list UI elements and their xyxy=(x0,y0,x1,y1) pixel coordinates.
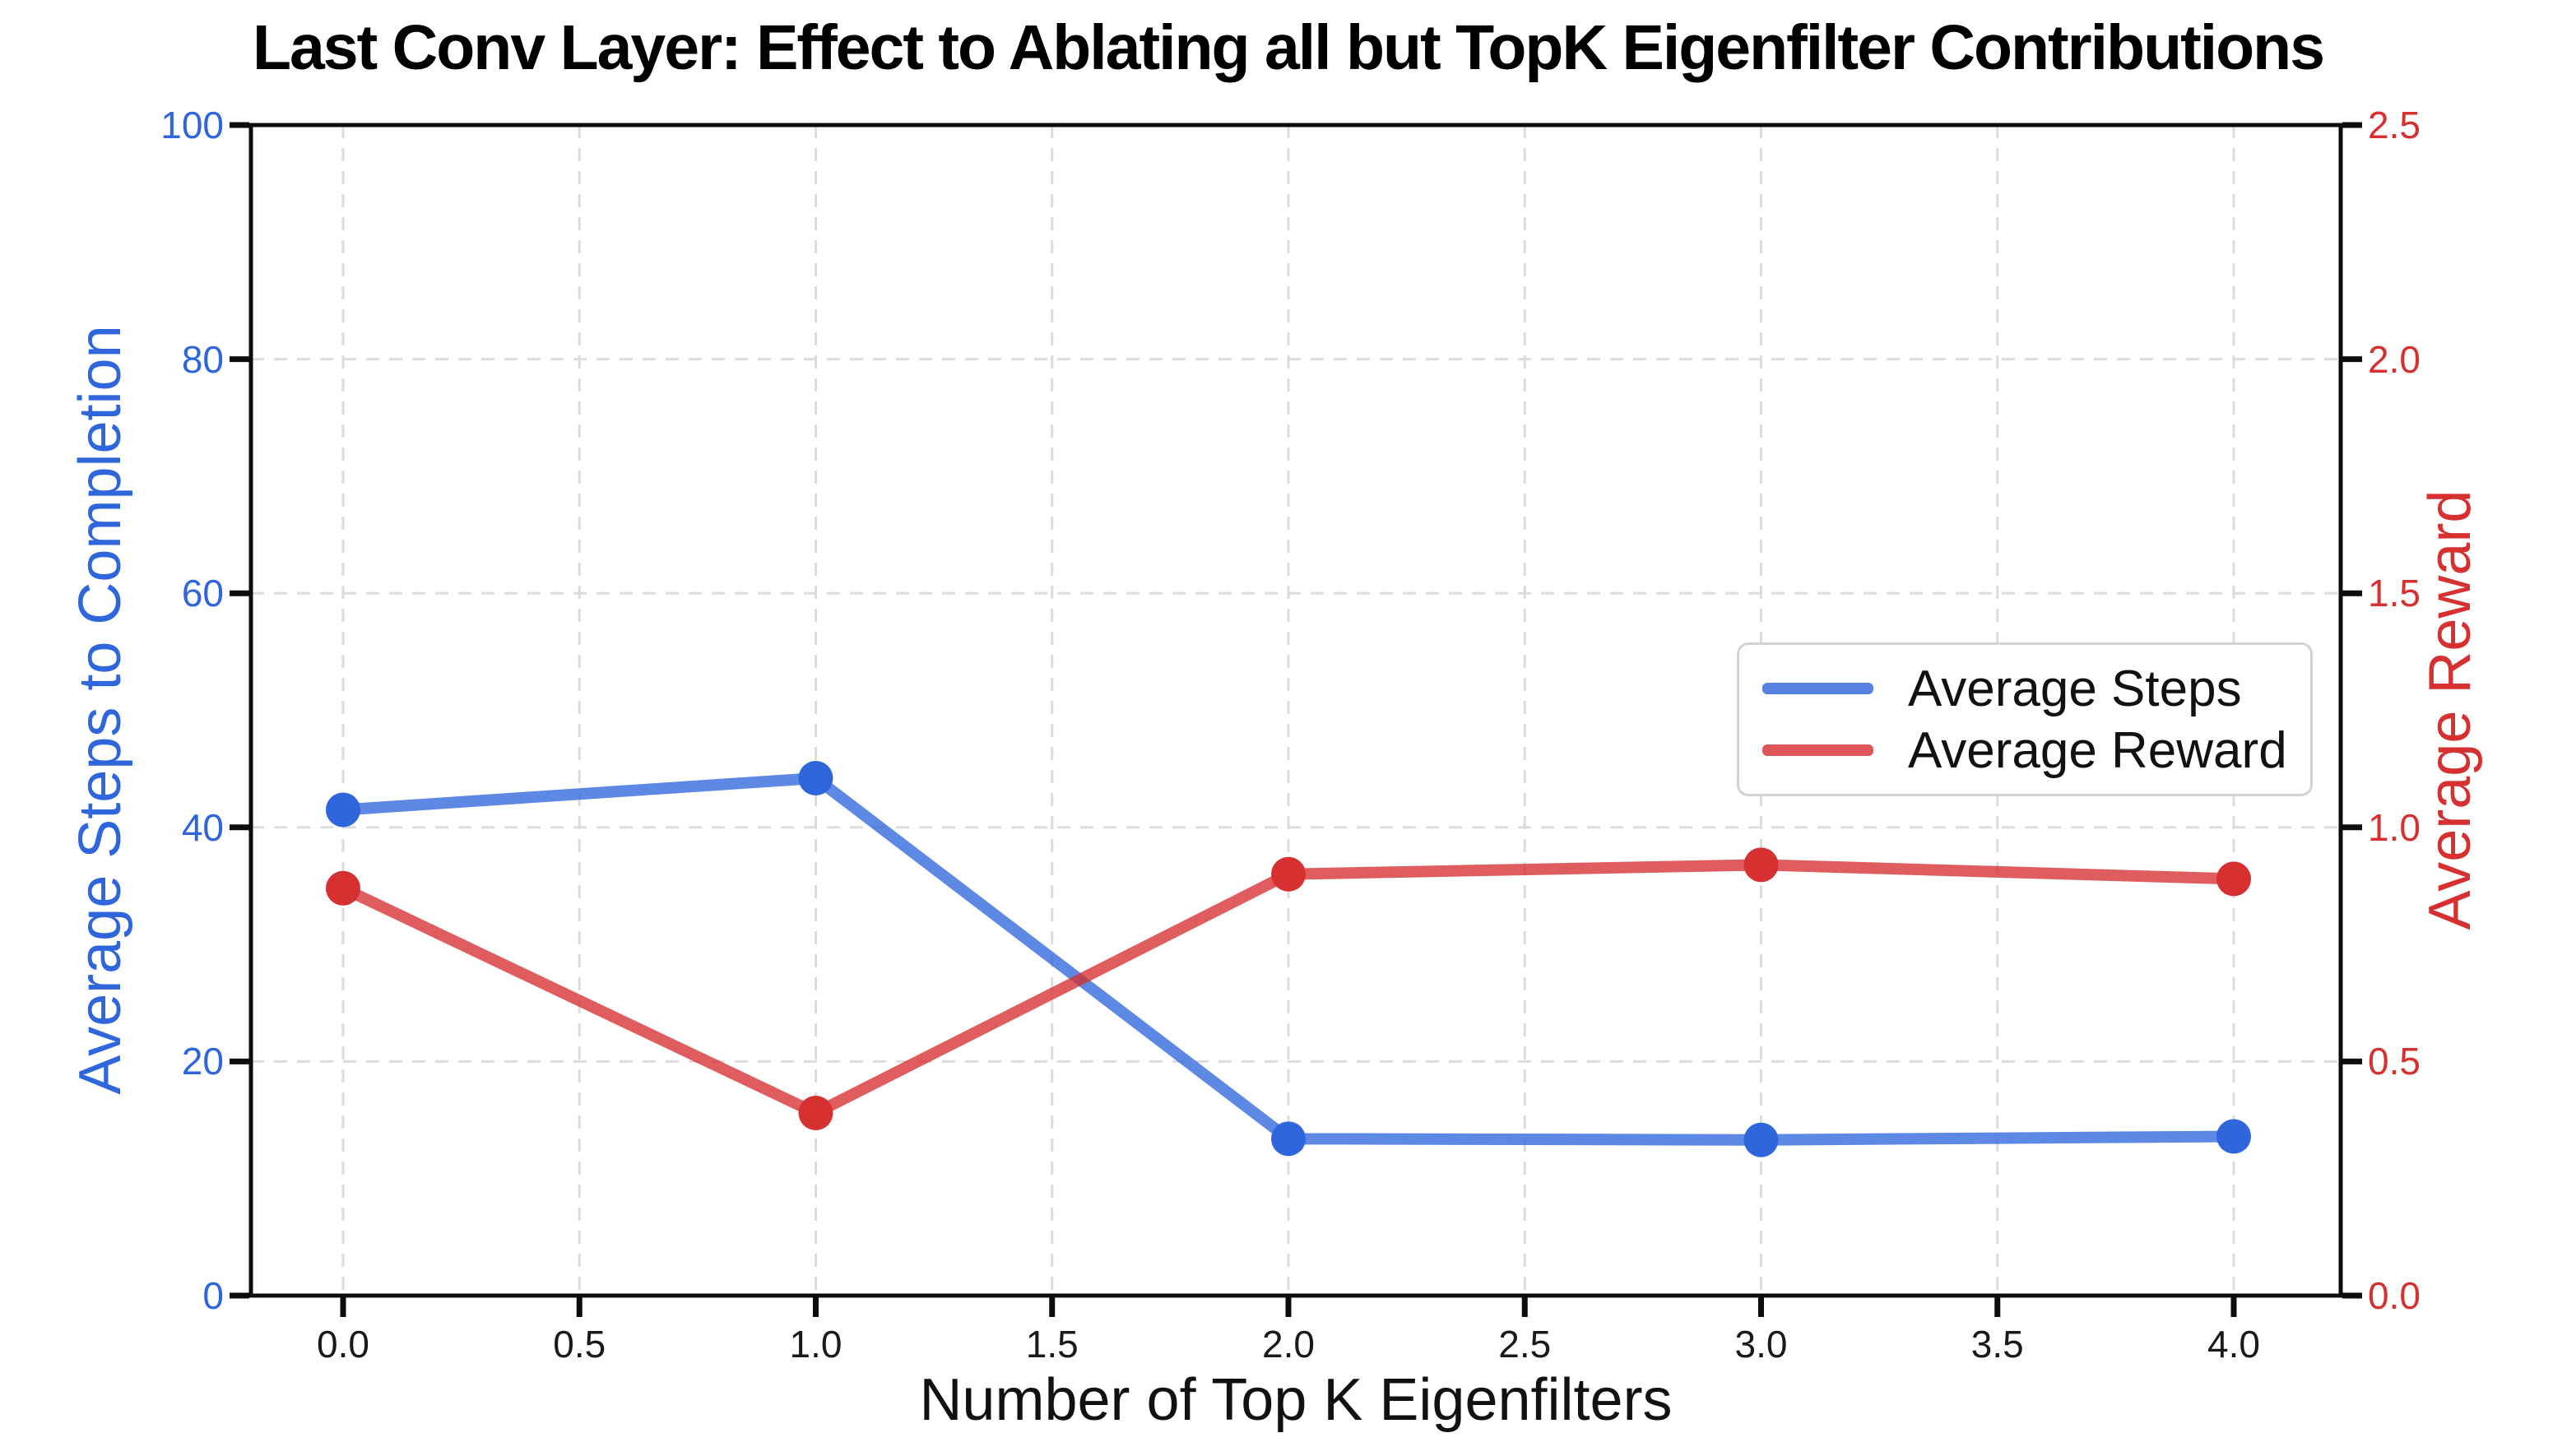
left-tick-label: 100 xyxy=(160,104,224,146)
series-layer xyxy=(326,761,2251,1157)
data-point-average-reward xyxy=(1743,847,1779,883)
right-tick-label: 1.5 xyxy=(2368,572,2421,615)
data-point-average-reward xyxy=(798,1096,833,1131)
right-tick-label: 2.5 xyxy=(2368,104,2421,146)
x-tick-label: 2.0 xyxy=(1262,1323,1315,1366)
legend-label: Average Steps xyxy=(1908,660,2242,717)
left-axis-label: Average Steps to Completion xyxy=(67,325,133,1095)
right-tick-label: 1.0 xyxy=(2368,805,2421,849)
data-point-average-steps xyxy=(326,792,360,828)
legend-entry-average-reward: Average Reward xyxy=(1762,721,2287,779)
plot-border xyxy=(248,123,2343,1298)
x-tick-label: 4.0 xyxy=(2207,1323,2260,1366)
x-tick-label: 2.5 xyxy=(1498,1323,1552,1366)
legend-swatch-blue-line xyxy=(1762,683,1873,694)
data-point-average-steps xyxy=(1271,1121,1306,1157)
legend-entry-average-steps: Average Steps xyxy=(1762,660,2287,717)
right-tick-label: 0.0 xyxy=(2368,1274,2421,1317)
x-tick-label: 0.0 xyxy=(317,1323,369,1366)
x-tick-label: 3.0 xyxy=(1734,1323,1788,1366)
x-tick-label: 1.0 xyxy=(789,1323,842,1366)
left-tick-label: 40 xyxy=(181,805,224,849)
right-axis-label: Average Reward xyxy=(2417,489,2483,930)
legend: Average Steps Average Reward xyxy=(1737,642,2313,796)
data-point-average-reward xyxy=(1271,856,1306,892)
data-point-average-reward xyxy=(326,870,360,906)
legend-label: Average Reward xyxy=(1908,721,2287,779)
left-tick-label: 80 xyxy=(181,337,224,381)
left-tick-label: 20 xyxy=(181,1040,224,1083)
x-axis-label: Number of Top K Eigenfilters xyxy=(919,1367,1673,1433)
x-tick-label: 1.5 xyxy=(1025,1323,1079,1366)
chart-title: Last Conv Layer: Effect to Ablating all … xyxy=(252,12,2325,83)
data-point-average-steps xyxy=(1743,1122,1779,1157)
x-tick-label: 0.5 xyxy=(553,1323,606,1366)
left-tick-label: 0 xyxy=(202,1274,224,1317)
right-tick-label: 0.5 xyxy=(2368,1040,2421,1083)
right-tick-label: 2.0 xyxy=(2368,337,2421,381)
left-tick-label: 60 xyxy=(181,572,224,615)
legend-swatch-red-line xyxy=(1762,744,1873,756)
data-point-average-steps xyxy=(798,761,833,796)
x-tick-label: 3.5 xyxy=(1970,1323,2024,1366)
data-point-average-reward xyxy=(2216,861,2251,897)
data-point-average-steps xyxy=(2216,1119,2251,1154)
axes-layer xyxy=(230,122,2362,1317)
